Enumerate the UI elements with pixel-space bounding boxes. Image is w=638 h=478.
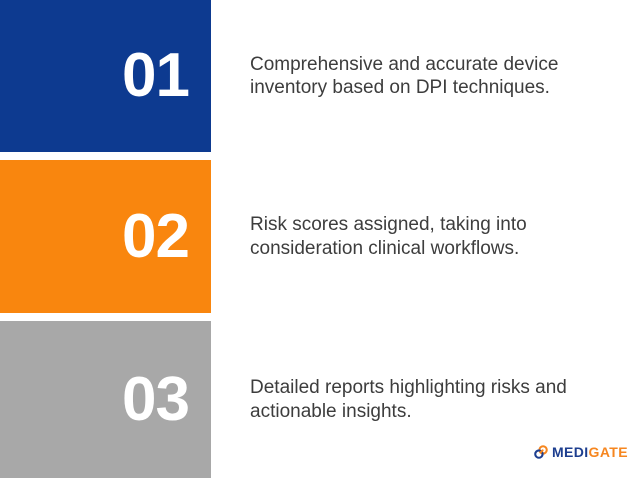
number-block-01: 01 <box>0 0 211 152</box>
step-description: Comprehensive and accurate device invent… <box>250 53 559 98</box>
list-item: 03 Detailed reports highlighting risks a… <box>0 321 638 478</box>
step-number: 03 <box>122 364 190 434</box>
step-description-container: Risk scores assigned, taking into consid… <box>211 160 638 313</box>
step-description: Risk scores assigned, taking into consid… <box>250 214 527 259</box>
list-item: 02 Risk scores assigned, taking into con… <box>0 160 638 313</box>
number-block-02: 02 <box>0 160 211 313</box>
logo-text-medi: MEDI <box>551 444 589 460</box>
step-description-container: Detailed reports highlighting risks and … <box>211 321 638 478</box>
step-description-container: Comprehensive and accurate device invent… <box>211 0 638 152</box>
medigate-logo: MEDI GATE <box>533 444 628 460</box>
logo-text-gate: GATE <box>588 444 628 460</box>
step-number: 01 <box>122 41 190 110</box>
list-item: 01 Comprehensive and accurate device inv… <box>0 0 638 152</box>
step-number: 02 <box>122 201 190 271</box>
step-description: Detailed reports highlighting risks and … <box>250 377 567 422</box>
number-block-03: 03 <box>0 321 211 478</box>
medigate-link-icon <box>534 445 548 459</box>
